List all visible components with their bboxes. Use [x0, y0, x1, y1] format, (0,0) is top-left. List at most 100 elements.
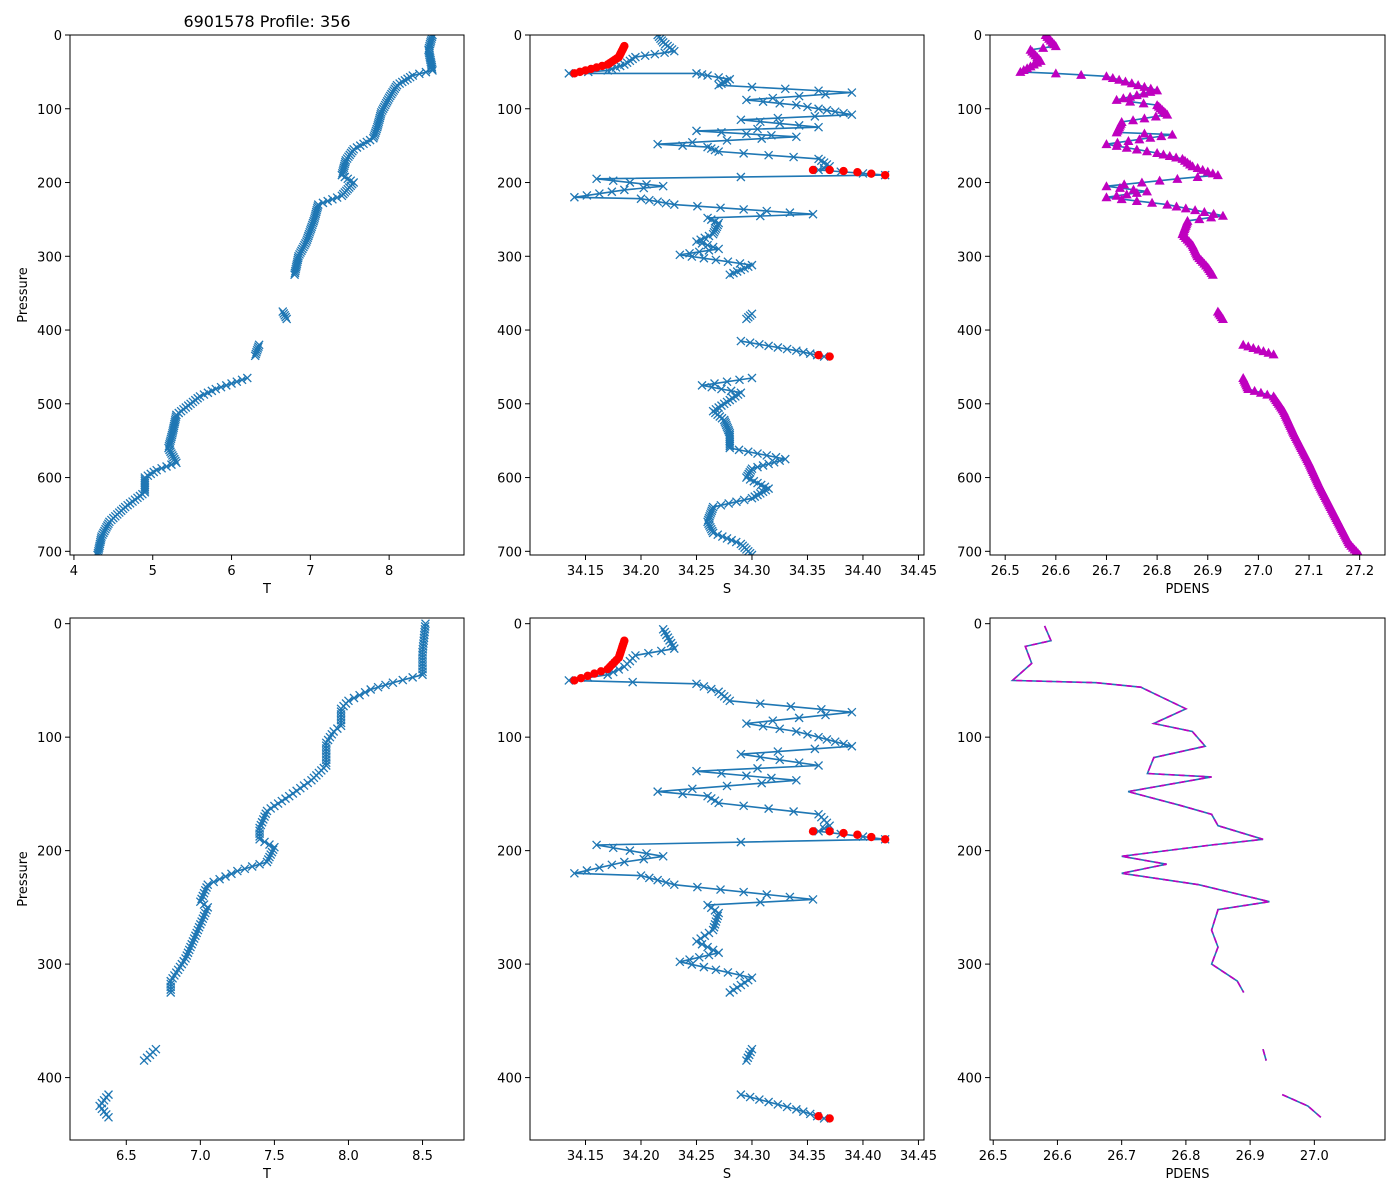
data-point-x [692, 882, 702, 892]
data-point-x [299, 781, 309, 791]
data-point-x [722, 781, 732, 791]
data-point-x [697, 238, 707, 248]
data-point-x [762, 206, 772, 216]
data-point-x [258, 814, 268, 824]
data-point-triangle [1076, 69, 1087, 79]
data-point-triangle [1139, 81, 1150, 91]
x-axis-label: T [262, 582, 271, 597]
plot-area [564, 35, 890, 555]
data-point-x [710, 905, 720, 915]
data-point-triangle [1125, 91, 1136, 101]
data-point-x [710, 919, 720, 929]
data-point-x [706, 903, 716, 913]
data-point-x [692, 201, 702, 211]
y-tick-label: 100 [37, 731, 62, 746]
data-point-x [822, 734, 832, 744]
y-tick-label: 700 [957, 545, 982, 560]
data-point-x [381, 680, 390, 690]
data-point-x [182, 951, 192, 961]
data-point-x [711, 917, 721, 927]
x-tick-label: 26.5 [991, 564, 1020, 579]
data-point-x [226, 869, 236, 879]
data-point-x [166, 988, 176, 997]
data-point-x [687, 252, 697, 261]
data-point-x [708, 925, 718, 935]
data-point-x [373, 682, 383, 692]
data-point-x [754, 339, 764, 349]
data-point-x [768, 93, 778, 103]
y-tick-label: 200 [497, 177, 522, 192]
data-point-triangle [1162, 199, 1173, 209]
data-point-x [295, 783, 305, 793]
data-point-x [269, 842, 279, 852]
data-point-x [711, 965, 721, 975]
y-tick-label: 0 [514, 618, 522, 633]
data-point-triangle [1038, 42, 1049, 52]
data-point-x [789, 152, 799, 162]
data-point-x [661, 630, 671, 640]
data-point-x [619, 185, 629, 195]
x-tick-label: 34.45 [900, 564, 937, 579]
data-point-triangle [1207, 269, 1218, 279]
data-point-x [805, 1109, 815, 1119]
data-point-x [745, 338, 755, 348]
data-point-x [741, 314, 751, 324]
data-point-x [162, 462, 171, 471]
data-point-triangle [1255, 387, 1266, 397]
data-point-x [707, 526, 717, 536]
x-tick-label: 34.25 [678, 564, 715, 579]
data-point-x [139, 1056, 149, 1066]
y-tick-label: 500 [37, 398, 62, 413]
data-point-x [739, 204, 749, 214]
series-dashed-overlay [1262, 1048, 1267, 1061]
data-point-x [668, 641, 678, 651]
data-point-x [582, 190, 592, 200]
data-point-triangle [1107, 73, 1118, 83]
data-point-x [653, 197, 663, 207]
data-point-x [757, 778, 767, 788]
data-point-x [216, 382, 226, 392]
data-point-x [755, 699, 765, 709]
data-point-x [699, 962, 709, 972]
data-point-x [332, 193, 342, 203]
data-point-triangle [1150, 111, 1161, 121]
data-point-x [725, 988, 735, 997]
data-point-x [255, 834, 265, 844]
data-point-x [747, 373, 757, 383]
data-point-x [713, 530, 723, 540]
data-point-x [753, 490, 762, 500]
flagged-point [814, 1111, 823, 1121]
x-tick-label: 27.0 [1300, 1149, 1329, 1164]
data-point-x [741, 719, 751, 728]
data-point-x [736, 749, 746, 759]
data-point-x [722, 533, 732, 543]
data-point-x [714, 908, 724, 918]
data-point-x [261, 809, 271, 819]
subplot-bottom-T: 6.5 7.0 7.5 8.0 8.5 0 100 200 300 400 T Pressure [16, 617, 465, 1182]
data-point-x [661, 198, 671, 208]
data-point-triangle [1111, 94, 1122, 104]
data-point-x [237, 375, 247, 385]
data-point-x [741, 129, 751, 139]
data-point-x [408, 71, 418, 81]
data-point-triangle [1111, 140, 1122, 150]
data-point-triangle [1126, 78, 1137, 88]
data-point-x [700, 931, 710, 941]
data-point-x [658, 181, 668, 191]
data-point-x [743, 1053, 753, 1063]
data-point-x [658, 851, 668, 861]
data-point-x [723, 967, 733, 977]
data-point-x [725, 443, 735, 453]
plot-area [1015, 35, 1363, 555]
data-point-triangle [1141, 146, 1152, 156]
data-point-x [209, 877, 219, 887]
flagged-point [867, 832, 876, 842]
y-tick-label: 400 [37, 1072, 62, 1087]
data-point-x [663, 633, 673, 643]
data-point-x [847, 741, 857, 751]
data-point-x [704, 245, 714, 255]
data-point-triangle [1131, 187, 1142, 197]
x-tick-label: 34.25 [678, 1149, 715, 1164]
data-point-x [839, 739, 848, 749]
flagged-point [814, 350, 823, 360]
